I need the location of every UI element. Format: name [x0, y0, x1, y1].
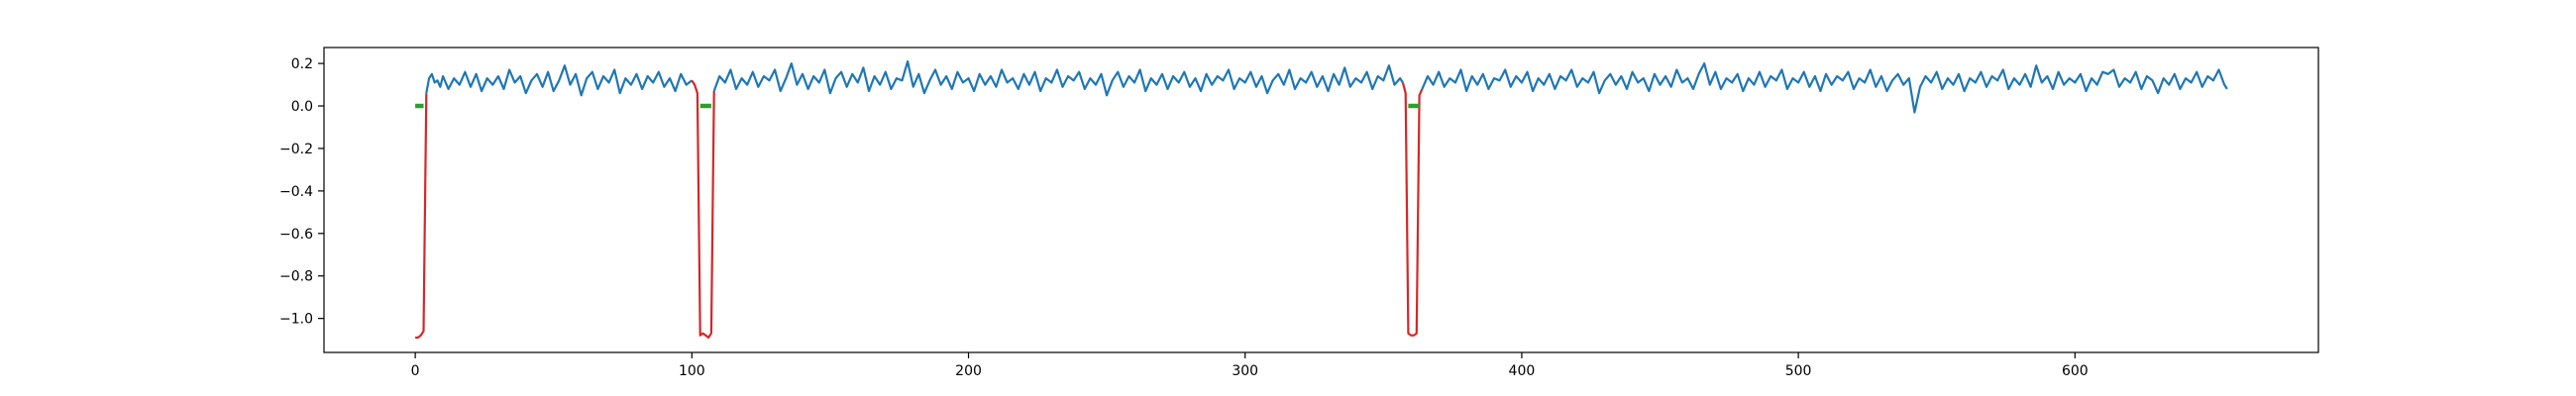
- series-line-2: [1421, 61, 2228, 114]
- x-tick-label: 300: [1232, 363, 1258, 379]
- series-line-4: [691, 79, 715, 340]
- plot-frame: [323, 47, 2319, 353]
- series-line-1: [712, 59, 1404, 97]
- y-axis: 0.2 0.0 −0.2 −0.4 −0.6 −0.8 −1.0: [279, 56, 324, 328]
- series-layer: [415, 59, 2228, 340]
- series-line-5: [1401, 82, 1424, 337]
- y-tick-label: −0.8: [279, 269, 313, 285]
- series-line-3: [415, 93, 428, 340]
- x-tick-label: 0: [411, 363, 420, 379]
- x-tick-label: 400: [1509, 363, 1536, 379]
- x-tick-label: 200: [955, 363, 982, 379]
- x-axis: 0 100 200 300 400 500 600: [411, 352, 2089, 379]
- y-tick-label: 0.0: [291, 99, 313, 115]
- y-tick-label: −0.2: [279, 142, 313, 157]
- x-tick-label: 600: [2062, 363, 2089, 379]
- y-tick-label: −0.4: [279, 184, 313, 200]
- series-line-0: [425, 64, 693, 97]
- x-tick-label: 100: [679, 363, 705, 379]
- y-tick-label: −0.6: [279, 227, 313, 243]
- y-tick-label: −1.0: [279, 312, 313, 328]
- x-tick-label: 500: [1785, 363, 1812, 379]
- y-tick-label: 0.2: [291, 56, 313, 72]
